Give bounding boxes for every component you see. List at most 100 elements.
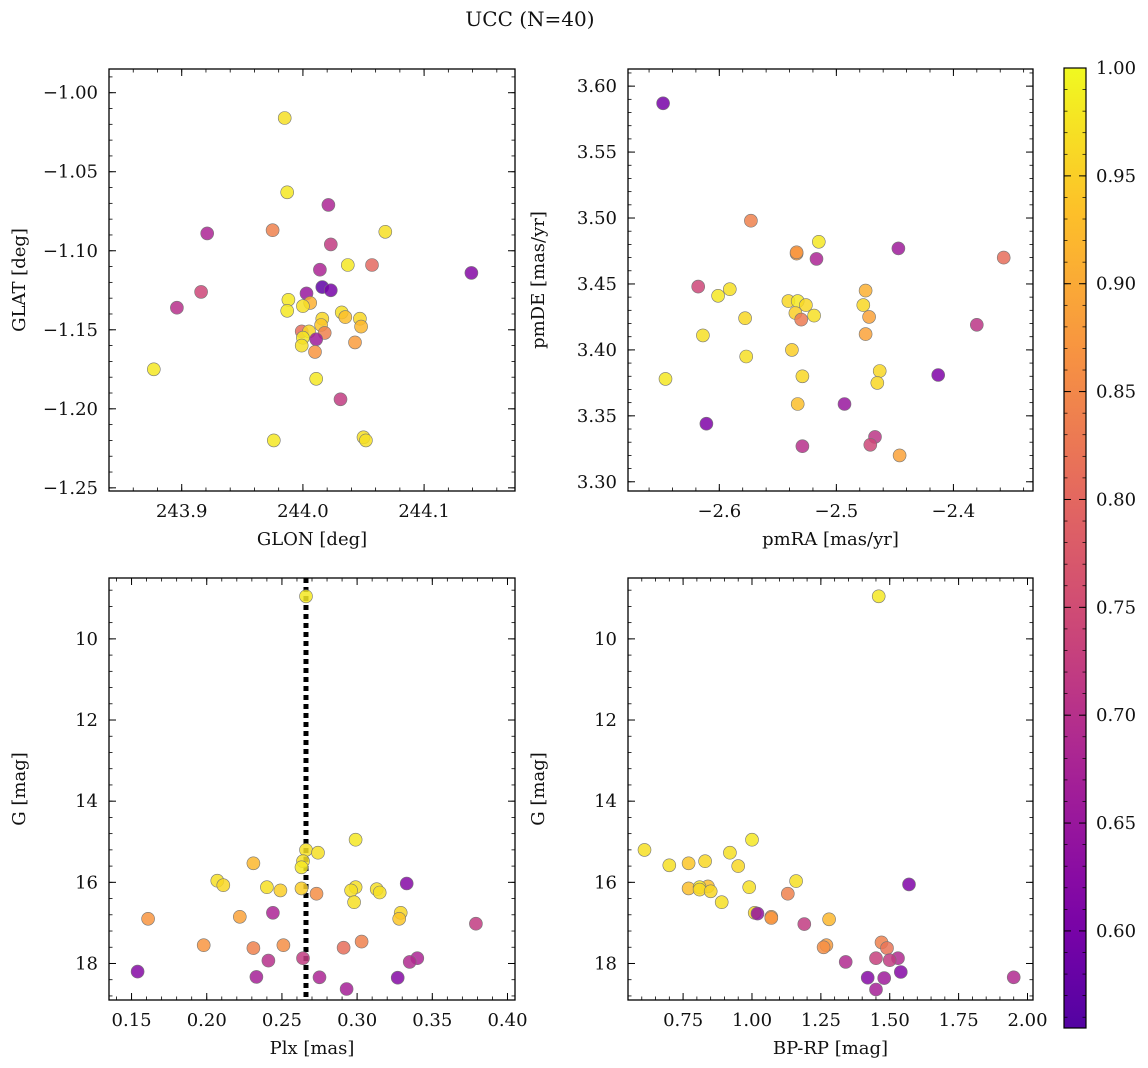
data-point	[711, 288, 725, 303]
data-point	[313, 262, 327, 277]
colorbar-tick-label: 1.00	[1096, 58, 1136, 79]
x-axis-label: Plx [mas]	[270, 1038, 355, 1059]
data-point	[738, 311, 752, 326]
data-point	[750, 906, 765, 921]
data-point	[340, 258, 355, 272]
data-point	[838, 955, 853, 969]
data-point	[469, 916, 483, 931]
data-point	[216, 878, 231, 893]
data-point	[233, 909, 247, 924]
y-tick-label: 10	[75, 629, 98, 650]
data-point	[739, 349, 754, 364]
x-tick-label: 0.25	[262, 1010, 302, 1031]
data-point	[312, 970, 327, 985]
data-point	[294, 881, 309, 896]
y-tick-label: 3.55	[577, 142, 617, 163]
data-point	[277, 111, 292, 125]
data-point	[333, 392, 348, 407]
data-point	[344, 883, 358, 898]
data-point	[870, 376, 885, 390]
data-point	[309, 371, 324, 386]
colorbar-tick-label: 0.65	[1096, 813, 1136, 834]
scatter-points	[147, 111, 479, 448]
data-point	[249, 970, 264, 984]
ticks: 243.9 244.0 244.1 −1.00 −1.05 −1.10 −1.15 −1.20…	[43, 69, 515, 522]
data-point	[877, 971, 892, 985]
data-point	[321, 198, 336, 212]
data-point	[780, 886, 795, 901]
data-point	[372, 885, 387, 900]
x-tick-label: 244.0	[277, 501, 329, 522]
y-tick-label: −1.20	[43, 399, 98, 420]
data-point	[931, 368, 946, 382]
data-point	[1006, 970, 1021, 985]
colorbar-tick-label: 0.90	[1096, 274, 1136, 295]
colorbar-tick-label: 0.60	[1096, 921, 1136, 942]
ticks: −2.6 −2.5 −2.4 3.30 3.35 3.40 3.45 3.50 3.55 3.60	[577, 69, 1033, 522]
y-tick-label: 3.30	[577, 472, 617, 493]
ticks: 0.15 0.20 0.25 0.30 0.35 0.40 10 12 14 16 18	[75, 578, 528, 1031]
data-point	[196, 938, 211, 953]
data-point	[745, 832, 759, 847]
data-point	[308, 345, 322, 359]
x-tick-label: 2.00	[1007, 1010, 1047, 1031]
data-point	[699, 416, 714, 431]
data-point	[464, 266, 479, 280]
x-tick-label: 0.75	[663, 1010, 703, 1031]
data-point	[822, 912, 836, 927]
colorbar-tick-label: 0.95	[1096, 166, 1136, 187]
data-point	[399, 876, 414, 891]
y-tick-label: −1.10	[43, 241, 98, 262]
data-point	[265, 223, 280, 237]
data-point	[858, 327, 873, 341]
x-axis-label: pmRA [mas/yr]	[762, 529, 899, 550]
panel-bottom-left: 0.15 0.20 0.25 0.30 0.35 0.40 10 12 14 16 18 Plx [m…	[9, 577, 528, 1059]
data-point	[691, 279, 706, 294]
y-tick-label: 3.50	[577, 208, 617, 229]
axes-frame	[627, 68, 1034, 492]
data-point	[869, 951, 883, 966]
data-point	[276, 938, 291, 953]
data-point	[764, 911, 779, 925]
data-point	[871, 589, 886, 604]
data-point	[797, 917, 812, 931]
data-point	[261, 953, 276, 968]
y-tick-label: 18	[75, 953, 98, 974]
data-point	[891, 241, 906, 256]
data-point	[338, 310, 353, 324]
y-tick-label: 3.40	[577, 340, 617, 361]
x-tick-label: 1.00	[732, 1010, 772, 1031]
data-point	[299, 843, 313, 857]
data-point	[280, 303, 295, 318]
data-point	[795, 369, 810, 384]
data-point	[703, 884, 718, 899]
x-tick-label: 0.30	[337, 1010, 377, 1031]
data-point	[354, 319, 368, 334]
data-point	[811, 235, 826, 249]
y-tick-label: 14	[594, 791, 617, 812]
y-tick-label: 10	[594, 629, 617, 650]
figure-title: UCC (N=40)	[465, 7, 594, 31]
data-point	[698, 854, 712, 869]
data-point	[872, 364, 887, 378]
y-axis-label: G [mag]	[9, 752, 30, 825]
data-point	[809, 252, 824, 266]
y-tick-label: −1.05	[43, 162, 98, 183]
colorbar-gradient	[1063, 67, 1087, 1029]
data-point	[785, 343, 799, 357]
axes-frame	[108, 68, 516, 492]
colorbar-tick-label: 0.85	[1096, 382, 1136, 403]
plot-area	[628, 69, 1033, 491]
data-point	[902, 877, 916, 892]
plot-area	[628, 578, 1033, 1000]
data-point	[858, 283, 873, 298]
data-point	[378, 225, 393, 239]
data-point	[147, 362, 161, 377]
data-point	[194, 285, 208, 299]
data-point	[969, 317, 984, 332]
panel-top-right: −2.6 −2.5 −2.4 3.30 3.35 3.40 3.45 3.50 3.55 3.60…	[528, 68, 1034, 550]
data-point	[141, 911, 155, 926]
data-point	[862, 310, 876, 324]
data-point	[266, 905, 280, 920]
